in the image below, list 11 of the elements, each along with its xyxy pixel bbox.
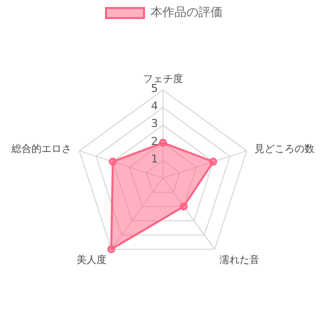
spoke-label: 濡れた音 xyxy=(219,254,260,266)
y-tick-label: 4 xyxy=(151,100,158,113)
y-tick-label: 3 xyxy=(151,117,158,130)
spoke-label: 見どころの数 xyxy=(254,144,314,155)
y-tick-label: 1 xyxy=(151,152,158,166)
spoke-label: フェチ度 xyxy=(143,73,183,85)
spoke-label: 美人度 xyxy=(76,254,107,266)
spoke-label: 総合的エロさ xyxy=(10,142,72,155)
legend-label: 本作品の評価 xyxy=(150,4,222,21)
y-tick-label: 2 xyxy=(151,134,158,148)
y-tick-label: 5 xyxy=(151,82,158,95)
